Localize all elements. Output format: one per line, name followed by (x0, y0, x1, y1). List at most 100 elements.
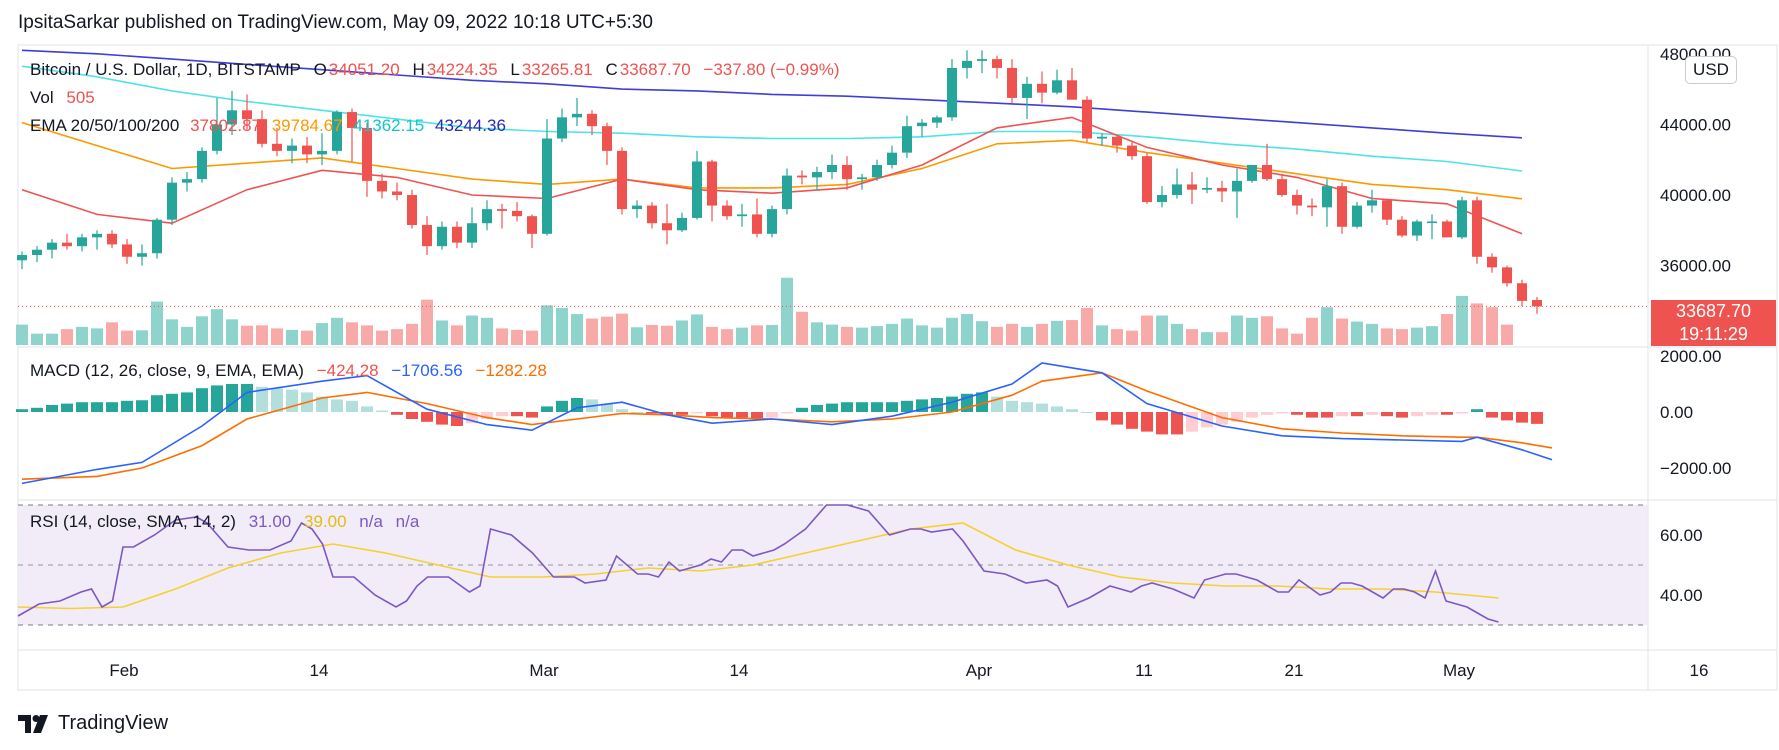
candle-body (92, 233, 102, 238)
candle-body (1322, 186, 1332, 208)
candle-body (497, 209, 507, 211)
candle-body (542, 138, 552, 234)
volume-bar (1111, 329, 1123, 345)
macd-histogram-bar (1441, 412, 1453, 415)
volume-bar (106, 322, 118, 345)
currency-button[interactable]: USD (1685, 56, 1737, 84)
macd-histogram-bar (421, 412, 433, 422)
macd-histogram-bar (181, 392, 193, 412)
macd-histogram-bar (526, 412, 538, 418)
ema-label: EMA 20/50/100/200 (30, 116, 180, 135)
macd-histogram-bar (751, 412, 763, 419)
volume-bar (631, 327, 643, 345)
candle-body (167, 182, 177, 220)
macd-axis-tick: 2000.00 (1660, 347, 1721, 366)
volume-bar (1426, 326, 1438, 345)
ema200-line (21, 49, 1523, 139)
volume-bar (481, 317, 493, 345)
candle-body (1397, 219, 1407, 236)
macd-histogram-bar (1231, 412, 1243, 422)
macd-histogram-bar (136, 400, 148, 412)
macd-histogram-bar (1186, 412, 1198, 432)
candle-body (302, 145, 312, 155)
low-label: L (510, 60, 520, 79)
volume-bar (1441, 314, 1453, 345)
candle-body (107, 233, 117, 245)
macd-histogram-bar (481, 412, 493, 419)
candle-body (662, 223, 672, 231)
macd-histogram-bar (646, 412, 658, 414)
macd-histogram-bar (211, 385, 223, 412)
volume-bar (541, 305, 553, 345)
time-axis-tick: 14 (310, 661, 329, 680)
macd-signal-value: −1282.28 (475, 361, 547, 380)
volume-bar (886, 323, 898, 345)
macd-histogram-bar (106, 402, 118, 412)
volume-bar (16, 324, 28, 345)
macd-histogram-bar (256, 386, 268, 412)
volume-bar (901, 318, 913, 345)
macd-histogram-bar (1081, 412, 1093, 413)
volume-bar (436, 320, 448, 345)
volume-bar (1081, 307, 1093, 345)
volume-bar (931, 327, 943, 345)
volume-legend: Vol 505 (30, 88, 97, 108)
macd-histogram-bar (1261, 412, 1273, 415)
candle-body (1022, 83, 1032, 98)
volume-bar (226, 319, 238, 345)
macd-histogram-bar (466, 412, 478, 424)
candle-body (722, 205, 732, 217)
volume-bar (196, 316, 208, 345)
macd-histogram-bar (496, 412, 508, 417)
candle-body (992, 59, 1002, 68)
macd-histogram-bar (1426, 412, 1438, 415)
candle-body (182, 179, 192, 183)
price-axis-tick: 40000.00 (1660, 186, 1731, 205)
last-price-badge: 33687.70 19:11:29 (1651, 300, 1776, 346)
volume-bar (601, 316, 613, 345)
macd-histogram-bar (1516, 412, 1528, 423)
tradingview-logo[interactable]: TradingView (18, 712, 168, 735)
candle-body (1097, 136, 1107, 139)
macd-histogram-bar (1486, 412, 1498, 418)
volume-bar (1066, 320, 1078, 345)
macd-histogram-bar (436, 412, 448, 425)
macd-histogram-bar (796, 407, 808, 412)
candle-body (932, 117, 942, 123)
macd-histogram-bar (361, 406, 373, 412)
volume-bar (1036, 323, 1048, 345)
macd-histogram-bar (1396, 412, 1408, 418)
candle-body (572, 113, 582, 118)
volume-bar (136, 330, 148, 345)
macd-histogram-bar (1276, 412, 1288, 414)
volume-bar (646, 324, 658, 345)
candle-body (1307, 205, 1317, 208)
macd-histogram-bar (1366, 412, 1378, 415)
macd-histogram-bar (1411, 412, 1423, 417)
volume-bar (166, 319, 178, 345)
macd-histogram-bar (1171, 412, 1183, 435)
candle-body (392, 191, 402, 195)
candle-body (1262, 165, 1272, 180)
volume-bar (826, 324, 838, 345)
candle-body (407, 195, 417, 225)
macd-histogram-bar (616, 409, 628, 412)
candle-body (122, 244, 132, 257)
macd-histogram-bar (856, 402, 868, 412)
macd-histogram-bar (1066, 409, 1078, 412)
macd-histogram-bar (946, 396, 958, 412)
volume-value: 505 (66, 88, 95, 107)
macd-histogram-bar (376, 410, 388, 412)
macd-histogram-bar (1246, 412, 1258, 418)
volume-bar (706, 326, 718, 345)
candle-body (362, 127, 372, 181)
macd-histogram-bar (706, 412, 718, 417)
volume-bar (811, 322, 823, 345)
candle-body (1052, 80, 1062, 93)
volume-bar (391, 329, 403, 345)
volume-bar (331, 317, 343, 345)
macd-histogram-bar (901, 400, 913, 412)
volume-bar (406, 323, 418, 345)
candle-body (1487, 256, 1497, 268)
macd-histogram-bar (1531, 412, 1543, 424)
